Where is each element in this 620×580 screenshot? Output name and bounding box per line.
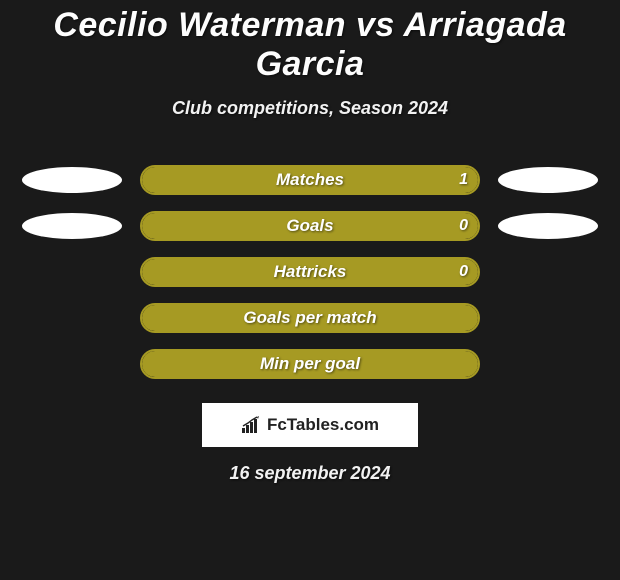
- date-label: 16 september 2024: [0, 463, 620, 484]
- stat-bar-hattricks: Hattricks 0: [140, 257, 480, 287]
- stat-row: Goals 0: [0, 203, 620, 249]
- stat-bar-goals: Goals 0: [140, 211, 480, 241]
- stat-bar-goals-per-match: Goals per match: [140, 303, 480, 333]
- avatar-spacer: [22, 259, 122, 285]
- bar-label: Goals per match: [243, 308, 376, 328]
- player-avatar-left: [22, 213, 122, 239]
- brand-box[interactable]: FcTables.com: [202, 403, 418, 447]
- stat-row: Matches 1: [0, 157, 620, 203]
- player-avatar-right: [498, 213, 598, 239]
- stat-row: Hattricks 0: [0, 249, 620, 295]
- stat-bar-matches: Matches 1: [140, 165, 480, 195]
- subtitle: Club competitions, Season 2024: [0, 98, 620, 119]
- bar-value: 0: [459, 217, 468, 235]
- bar-label: Min per goal: [260, 354, 360, 374]
- player-avatar-left: [22, 167, 122, 193]
- stat-rows: Matches 1 Goals 0 Hattricks 0 Goals per …: [0, 157, 620, 387]
- bar-value: 0: [459, 263, 468, 281]
- stat-row: Goals per match: [0, 295, 620, 341]
- bar-value: 1: [459, 171, 468, 189]
- avatar-spacer: [498, 351, 598, 377]
- bar-label: Matches: [276, 170, 344, 190]
- avatar-spacer: [498, 259, 598, 285]
- brand-text: FcTables.com: [267, 415, 379, 435]
- avatar-spacer: [498, 305, 598, 331]
- bar-label: Hattricks: [274, 262, 347, 282]
- bar-label: Goals: [286, 216, 333, 236]
- avatar-spacer: [22, 305, 122, 331]
- stat-bar-min-per-goal: Min per goal: [140, 349, 480, 379]
- player-avatar-right: [498, 167, 598, 193]
- avatar-spacer: [22, 351, 122, 377]
- stat-row: Min per goal: [0, 341, 620, 387]
- chart-icon: [241, 416, 263, 434]
- page-title: Cecilio Waterman vs Arriagada Garcia: [0, 0, 620, 84]
